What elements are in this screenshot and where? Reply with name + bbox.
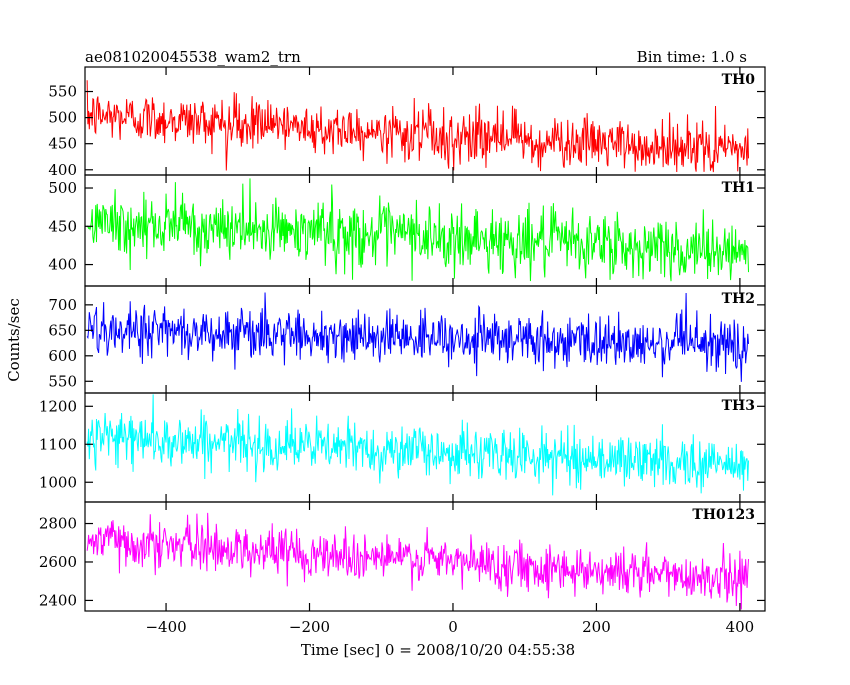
x-tick-label: −400	[145, 618, 186, 636]
y-tick-label: 650	[48, 321, 77, 339]
y-tick-label: 450	[48, 217, 77, 235]
series-line-th0	[86, 80, 749, 173]
y-tick-label: 500	[48, 109, 77, 127]
y-tick-label: 400	[48, 256, 77, 274]
panel-th3: 1000 1100 1200 TH3	[39, 392, 766, 503]
y-tick-label: 600	[48, 347, 77, 365]
chart-title-right: Bin time: 1.0 s	[637, 48, 747, 66]
panel-th0: 400 450 500 550 TH0	[48, 66, 766, 179]
panel-label-th3: TH3	[722, 398, 755, 414]
series-line-th3	[86, 394, 749, 496]
panel-th0123: 2400 2600 2800 TH0123	[39, 501, 766, 612]
y-tick-label: 1200	[39, 397, 77, 415]
x-axis: −400 −200 0 200 400	[145, 618, 754, 636]
panel-frame	[84, 285, 766, 394]
x-tick-label: −200	[289, 618, 330, 636]
y-tick-label: 700	[48, 296, 77, 314]
y-tick-label: 550	[48, 83, 77, 101]
panel-label-th1: TH1	[722, 180, 755, 196]
y-tick-label: 500	[48, 179, 77, 197]
y-tick-label: 2800	[39, 515, 77, 533]
panel-frame	[84, 501, 766, 612]
x-axis-title: Time [sec] 0 = 2008/10/20 04:55:38	[301, 641, 575, 659]
y-tick-label: 450	[48, 135, 77, 153]
panel-label-th2: TH2	[722, 291, 755, 307]
panels-group: 400 450 500 550 TH0 400 450 500 TH1 550 600 650 700 T…	[39, 66, 766, 612]
x-tick-label: 400	[726, 618, 755, 636]
y-tick-label: 1100	[39, 435, 77, 453]
series-line-th0123	[86, 512, 749, 610]
x-tick-label: 200	[582, 618, 611, 636]
y-tick-label: 550	[48, 372, 77, 390]
y-axis-title: Counts/sec	[5, 298, 23, 382]
chart-title-left: ae081020045538_wam2_trn	[85, 48, 301, 66]
panel-frame	[84, 174, 766, 287]
y-tick-label: 2400	[39, 591, 77, 609]
series-line-th1	[86, 178, 749, 282]
panel-label-th0: TH0	[722, 72, 756, 88]
panel-th1: 400 450 500 TH1	[48, 174, 766, 287]
panel-label-th0123: TH0123	[692, 507, 755, 523]
panel-th2: 550 600 650 700 TH2	[48, 285, 766, 394]
series-line-th2	[86, 292, 749, 382]
y-tick-label: 400	[48, 161, 77, 179]
y-tick-label: 2600	[39, 553, 77, 571]
x-tick-label: 0	[448, 618, 458, 636]
y-tick-label: 1000	[39, 473, 77, 491]
